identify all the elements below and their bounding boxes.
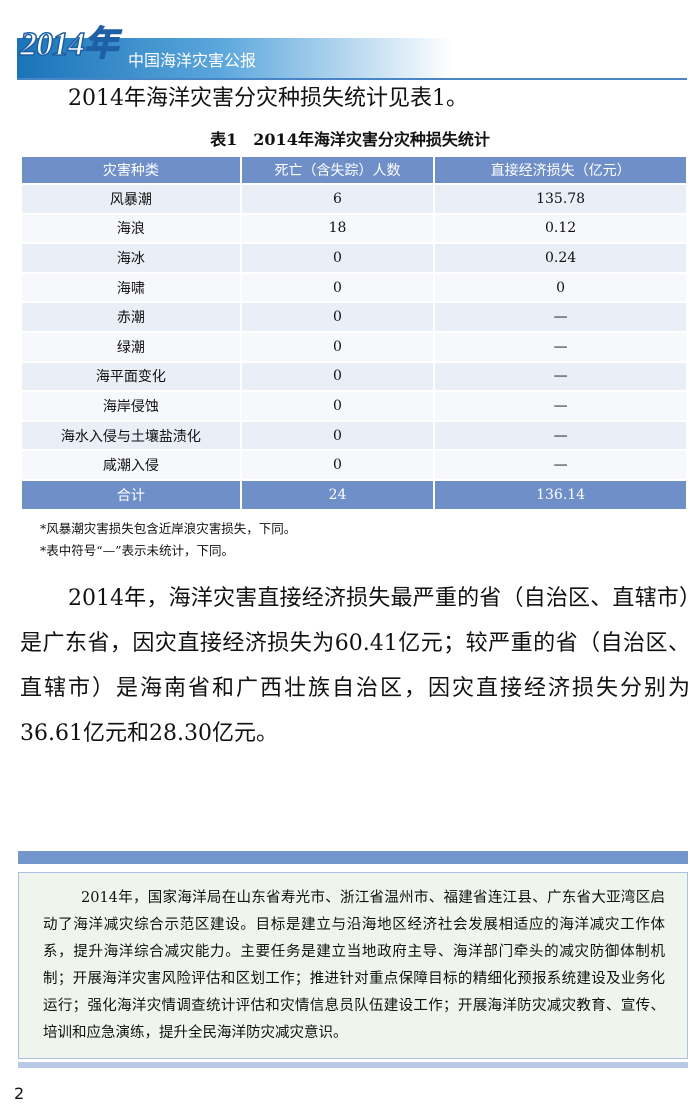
table-cell: 18 — [241, 214, 434, 243]
header-title: 中国海洋灾害公报 — [128, 51, 257, 70]
table-cell: 海冰 — [22, 244, 240, 272]
table-row: 海平面变化 0— — [22, 362, 686, 391]
footnote: *风暴潮灾害损失包含近岸浪灾害损失，下同。 — [40, 521, 297, 536]
table-row: 海岸侵蚀 0— — [22, 392, 686, 420]
table-row: 赤潮 0— — [22, 303, 686, 331]
table-row: 海冰 0 0.24 — [22, 244, 686, 272]
table-cell: — — [435, 421, 686, 450]
header-year: 2014年 — [19, 25, 119, 64]
total-cell: 24 — [241, 480, 434, 509]
intro-text: 2014年海洋灾害分灾种损失统计见表1。 — [68, 86, 468, 111]
table-cell: — — [435, 332, 686, 361]
page-number: 2 — [14, 1084, 25, 1103]
table-cell: — — [435, 362, 686, 391]
col-header: 死亡（含失踪）人数 — [241, 157, 434, 183]
footnote: *表中符号“—”表示未统计，下同。 — [40, 543, 235, 558]
table-cell: 0 — [241, 273, 434, 302]
total-cell: 136.14 — [435, 480, 686, 509]
table-cell: 0 — [241, 421, 434, 450]
col-header: 灾害种类 — [22, 157, 240, 183]
table-cell: 135.78 — [435, 185, 686, 213]
table-header: 灾害种类 死亡（含失踪）人数 直接经济损失（亿元） — [22, 157, 686, 183]
info-box-text: 2014年，国家海洋局在山东省寿光市、浙江省温州市、福建省连江县、广东省大亚湾区… — [43, 890, 665, 1041]
total-cell: 合计 — [22, 480, 240, 509]
table-cell: — — [435, 392, 686, 420]
table-cell: 海啸 — [22, 273, 240, 302]
table-cell: 咸潮入侵 — [22, 451, 240, 479]
table-row: 海浪 18 0.12 — [22, 214, 686, 243]
table-row: 绿潮 0— — [22, 332, 686, 361]
box-bottom-band — [18, 1062, 688, 1068]
table-cell: 海平面变化 — [22, 362, 240, 391]
table-cell: 0 — [241, 451, 434, 479]
table-cell: 0 — [435, 273, 686, 302]
table-row: 海啸 0 0 — [22, 273, 686, 302]
table-cell: 0 — [241, 362, 434, 391]
table-cell: 0 — [241, 332, 434, 361]
table-cell: 0 — [241, 392, 434, 420]
header-rule — [17, 78, 687, 80]
table-caption: 表1 2014年海洋灾害分灾种损失统计 — [210, 130, 490, 149]
table-cell: 0 — [241, 303, 434, 331]
table-cell: — — [435, 451, 686, 479]
body-paragraph: 2014年，海洋灾害直接经济损失最严重的省（自治区、直辖市）是广东省，因灾直接经… — [20, 586, 690, 746]
table-cell: 海水入侵与土壤盐渍化 — [22, 421, 240, 450]
table-row: 咸潮入侵 0— — [22, 451, 686, 479]
header-banner — [17, 38, 687, 78]
table-cell: 赤潮 — [22, 303, 240, 331]
table-cell: 0 — [241, 244, 434, 272]
table-row: 风暴潮 6 135.78 — [22, 185, 686, 213]
col-header: 直接经济损失（亿元） — [435, 157, 686, 183]
table-row: 海水入侵与土壤盐渍化 0— — [22, 421, 686, 450]
loss-table: 灾害种类 死亡（含失踪）人数 直接经济损失（亿元） 风暴潮 6 135.78 海浪 18… — [20, 155, 688, 511]
table-cell: 海岸侵蚀 — [22, 392, 240, 420]
table-total-row: 合计 24 136.14 — [22, 480, 686, 509]
box-top-band — [18, 851, 688, 864]
table-cell: 6 — [241, 185, 434, 213]
info-box: 2014年，国家海洋局在山东省寿光市、浙江省温州市、福建省连江县、广东省大亚湾区… — [18, 872, 688, 1059]
table-cell: 0.12 — [435, 214, 686, 243]
table-cell: 绿潮 — [22, 332, 240, 361]
table-cell: 0.24 — [435, 244, 686, 272]
table-cell: 海浪 — [22, 214, 240, 243]
table-cell: — — [435, 303, 686, 331]
table-cell: 风暴潮 — [22, 185, 240, 213]
